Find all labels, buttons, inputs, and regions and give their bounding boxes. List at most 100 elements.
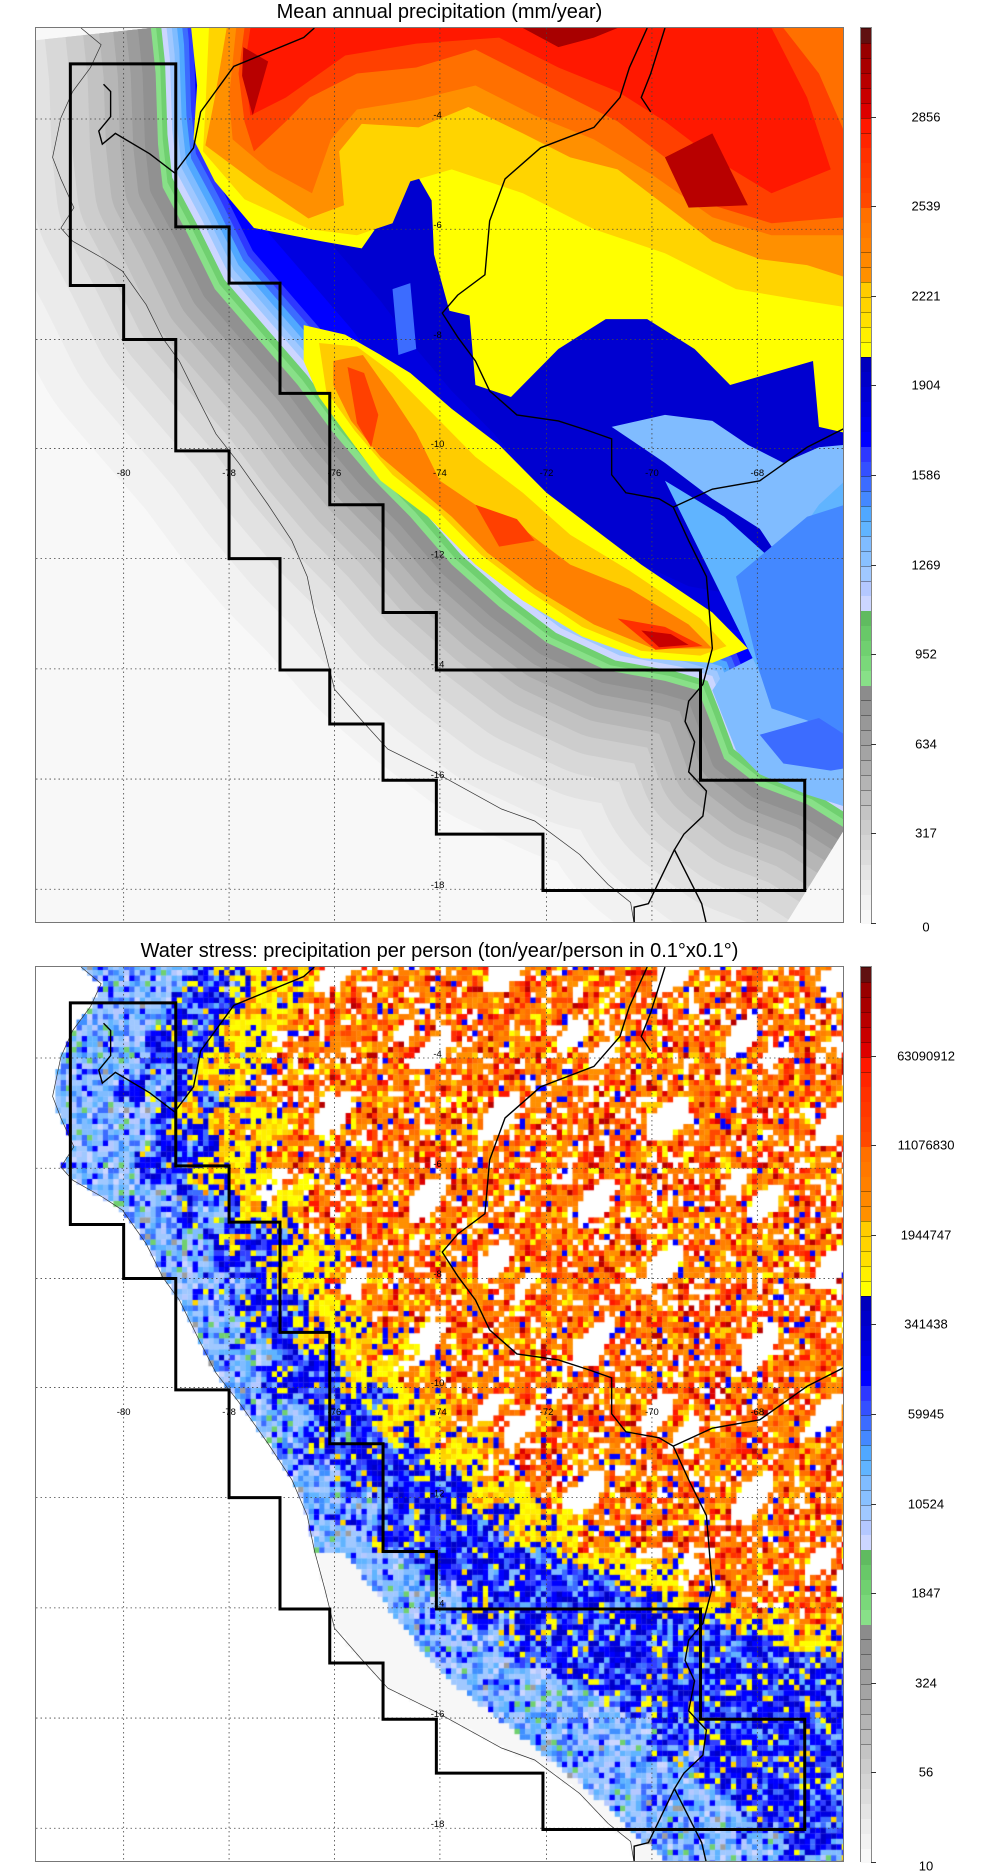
colorbar-swatch bbox=[861, 1101, 871, 1117]
colorbar-swatch bbox=[861, 580, 871, 596]
country-border bbox=[641, 28, 665, 112]
lat-tick-label: -12 bbox=[431, 1488, 445, 1499]
colorbar-swatch bbox=[861, 1265, 871, 1282]
colorbar-swatch bbox=[861, 849, 871, 865]
colorbar-swatch bbox=[861, 894, 871, 910]
colorbar-swatch bbox=[861, 1086, 871, 1102]
precip-contour-region bbox=[244, 28, 831, 194]
colorbar-swatch bbox=[861, 981, 871, 998]
country-border bbox=[673, 1367, 844, 1446]
colorbar-swatch bbox=[861, 1713, 871, 1730]
colorbar-swatch bbox=[861, 72, 871, 89]
colorbar-swatch bbox=[861, 1519, 871, 1535]
colorbar-swatch bbox=[861, 1653, 871, 1670]
colorbar-swatch bbox=[861, 774, 871, 791]
colorbar-tick-label: 56 bbox=[918, 1764, 934, 1780]
colorbar-swatch bbox=[861, 640, 871, 656]
colorbar-swatch bbox=[861, 804, 871, 820]
colorbar-tick-label: 1847 bbox=[911, 1585, 941, 1601]
colorbar-swatch bbox=[861, 1116, 871, 1132]
colorbar-swatch bbox=[861, 1564, 871, 1580]
colorbar-tick bbox=[871, 1234, 876, 1236]
colorbar-swatch bbox=[861, 565, 871, 582]
colorbar-tick bbox=[871, 1055, 876, 1057]
colorbar-swatch bbox=[861, 87, 871, 104]
lat-tick-label: -4 bbox=[433, 1049, 442, 1060]
water-stress-raster bbox=[36, 967, 843, 1861]
colorbar-tick bbox=[871, 1324, 876, 1326]
precipitation-contours: -80 -78 -76 -74 -72 -70 -68 -4 -6 -8 -10 -12 -14 -16 -… bbox=[36, 28, 844, 923]
colorbar-swatch bbox=[861, 1758, 871, 1774]
colorbar-swatch bbox=[861, 1355, 871, 1371]
colorbar-swatch bbox=[861, 1429, 871, 1446]
colorbar-swatch bbox=[861, 1639, 871, 1655]
lon-tick-label: -72 bbox=[540, 1407, 554, 1418]
colorbar-swatch bbox=[861, 1788, 871, 1804]
colorbar-swatch bbox=[861, 57, 871, 74]
colorbar-swatch bbox=[861, 909, 871, 925]
colorbar-swatch bbox=[861, 1698, 871, 1715]
colorbar-swatch bbox=[861, 789, 871, 806]
colorbar-tick-label: 634 bbox=[915, 736, 937, 752]
colorbar-tick-label: 63090912 bbox=[897, 1048, 955, 1064]
colorbar-swatch bbox=[861, 834, 871, 850]
colorbar-tick-label: 341438 bbox=[904, 1316, 948, 1332]
colorbar-swatch bbox=[861, 1340, 871, 1356]
colorbar-tick-label: 11076830 bbox=[897, 1137, 955, 1153]
colorbar-swatch bbox=[861, 744, 871, 761]
country-border bbox=[99, 967, 315, 1112]
colorbar-tick bbox=[871, 1682, 876, 1684]
country-border bbox=[99, 28, 315, 173]
lat-tick-label: -4 bbox=[433, 110, 442, 121]
colorbar-swatch bbox=[861, 431, 871, 447]
lat-tick-label: -6 bbox=[433, 220, 441, 231]
country-border bbox=[673, 428, 844, 507]
lat-tick-label: -16 bbox=[431, 770, 445, 781]
lon-tick-label: -70 bbox=[645, 468, 659, 479]
colorbar-swatch bbox=[861, 1444, 871, 1461]
colorbar-swatch bbox=[861, 1459, 871, 1476]
colorbar-swatch bbox=[861, 520, 871, 537]
colorbar-swatch bbox=[861, 1504, 871, 1521]
colorbar-tick-label: 952 bbox=[915, 646, 937, 662]
colorbar-swatch bbox=[861, 1295, 871, 1311]
colorbar-swatch bbox=[861, 386, 871, 402]
colorbar-swatch bbox=[861, 401, 871, 417]
colorbar-tick bbox=[871, 1772, 876, 1774]
colorbar-tick bbox=[871, 1414, 876, 1415]
colorbar-swatch bbox=[861, 1773, 871, 1789]
colorbar-swatch bbox=[861, 1594, 871, 1610]
colorbar-tick-label: 1944747 bbox=[900, 1227, 952, 1243]
colorbar-swatch bbox=[861, 222, 871, 238]
colorbar-swatch bbox=[861, 1803, 871, 1819]
map-title-precipitation: Mean annual precipitation (mm/year) bbox=[276, 1, 603, 23]
colorbar-tick bbox=[871, 564, 876, 566]
lat-tick-label: -10 bbox=[431, 439, 445, 450]
colorbar-swatch bbox=[861, 996, 871, 1013]
colorbar-swatch bbox=[861, 1415, 871, 1431]
colorbar-swatch bbox=[861, 1041, 871, 1058]
precip-contour-region bbox=[319, 343, 727, 656]
colorbar-swatch bbox=[861, 1220, 871, 1237]
precip-contour-region bbox=[333, 355, 713, 649]
lon-tick-label: -74 bbox=[433, 1407, 447, 1418]
colorbar-swatch bbox=[861, 714, 871, 731]
colorbar-swatch bbox=[861, 1489, 871, 1506]
country-border bbox=[442, 28, 712, 923]
colorbar-swatch bbox=[861, 729, 871, 746]
colorbar-swatch bbox=[861, 42, 871, 59]
country-border bbox=[442, 967, 712, 1862]
colorbar-tick-label: 2539 bbox=[911, 198, 941, 214]
colorbar-swatch bbox=[861, 700, 871, 716]
colorbar-tick-label: 10524 bbox=[907, 1496, 945, 1512]
colorbar-swatch bbox=[861, 371, 871, 387]
colorbar-swatch bbox=[861, 1131, 871, 1147]
colorbar-swatch bbox=[861, 1280, 871, 1297]
colorbar-swatch bbox=[861, 670, 871, 686]
precip-contour-region bbox=[475, 504, 535, 547]
colorbar-swatch bbox=[861, 177, 871, 193]
lon-tick-label: -78 bbox=[222, 1407, 236, 1418]
colorbar-swatch bbox=[861, 1609, 871, 1625]
colorbar-swatch bbox=[861, 281, 871, 298]
colorbar-tick-label: 1904 bbox=[911, 377, 941, 393]
